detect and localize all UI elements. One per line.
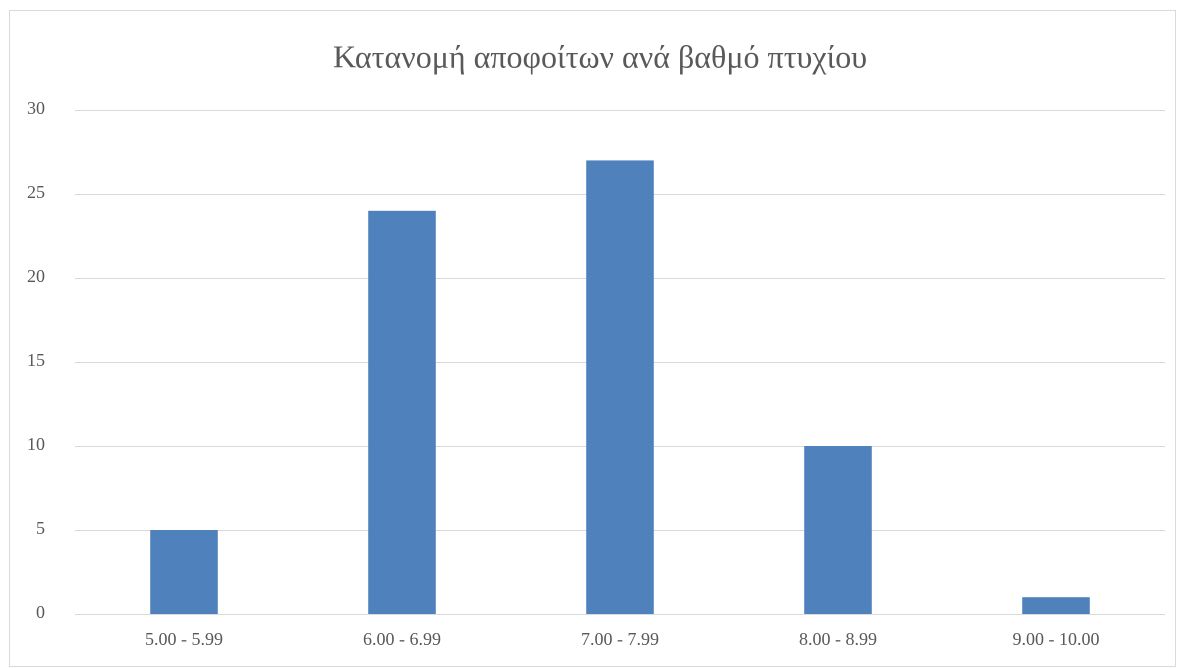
- y-tick-label: 15: [27, 350, 45, 370]
- y-tick-label: 20: [27, 266, 45, 286]
- x-tick-label: 8.00 - 8.99: [799, 629, 877, 649]
- y-tick-label: 30: [27, 98, 45, 118]
- bar: [150, 530, 218, 614]
- bar: [804, 446, 872, 614]
- y-tick-label: 5: [36, 518, 45, 538]
- y-tick-label: 10: [27, 434, 45, 454]
- chart-title: Κατανομή αποφοίτων ανά βαθμό πτυχίου: [333, 38, 867, 74]
- x-tick-label: 5.00 - 5.99: [145, 629, 223, 649]
- y-tick-label: 0: [36, 602, 45, 622]
- x-tick-label: 7.00 - 7.99: [581, 629, 659, 649]
- x-tick-label: 9.00 - 10.00: [1013, 629, 1100, 649]
- x-tick-label: 6.00 - 6.99: [363, 629, 441, 649]
- bar: [586, 160, 654, 614]
- y-tick-label: 25: [27, 182, 45, 202]
- bar: [1022, 597, 1090, 614]
- bar: [368, 210, 436, 615]
